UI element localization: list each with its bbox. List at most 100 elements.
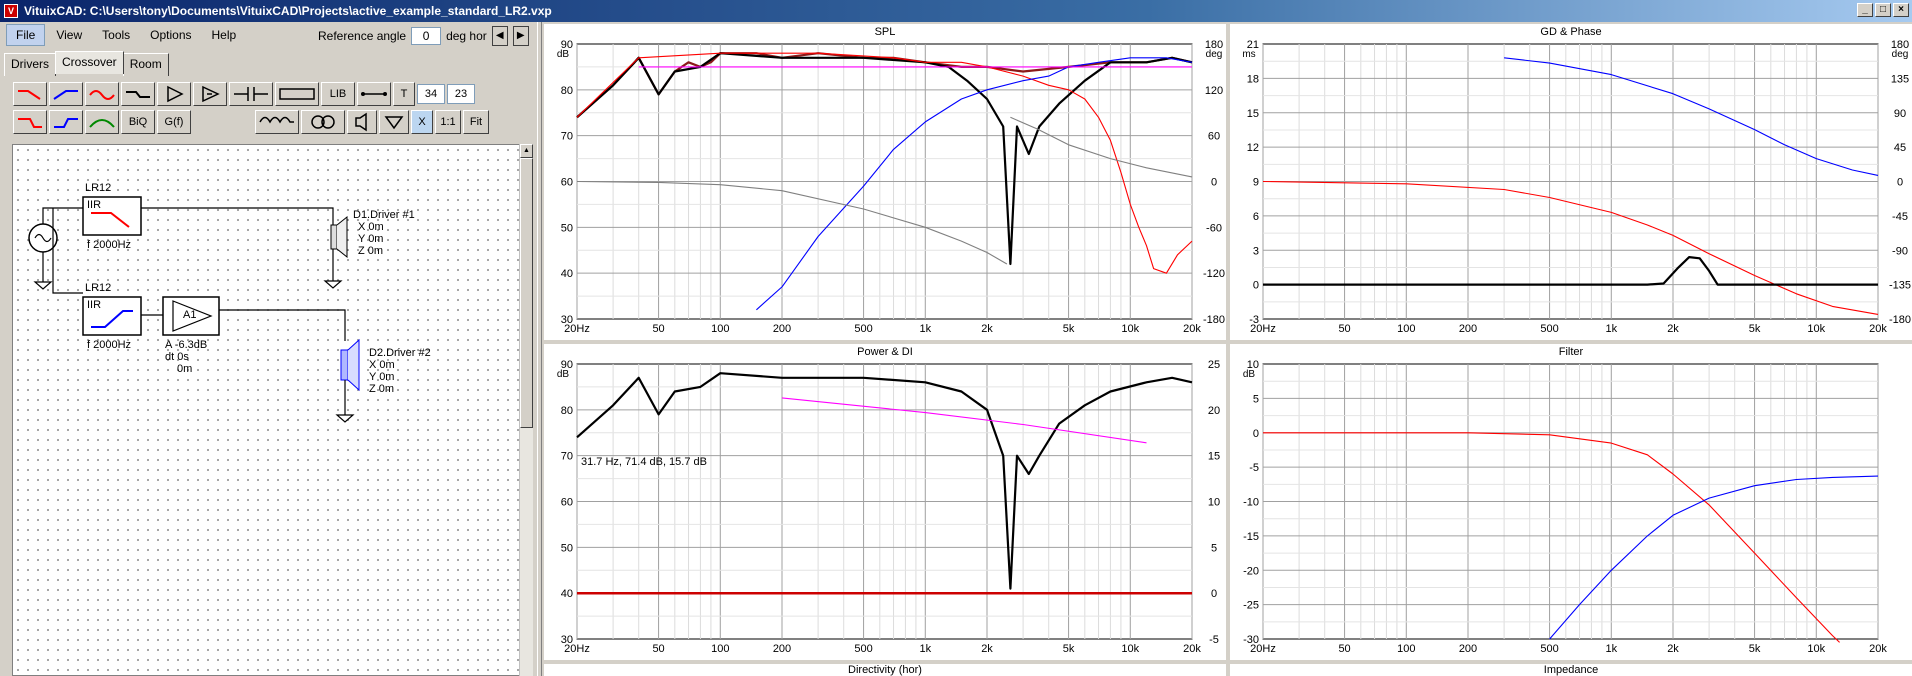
menu-view[interactable]: View <box>56 28 83 42</box>
lr12-bottom-label: LR12 <box>85 282 112 294</box>
biquad-button[interactable]: BiQ <box>121 110 155 134</box>
y-tick-left: 15 <box>1247 108 1259 120</box>
schematic-wires <box>28 196 360 423</box>
filter-graph[interactable]: Filter 10 5 0 -5 -10 -15 -20 -25 -30 dB 20Hz 50 100 2… <box>1230 344 1912 660</box>
panel-divider[interactable] <box>537 22 542 676</box>
filter-title: Filter <box>1558 346 1584 358</box>
inductor-icon[interactable] <box>255 110 299 134</box>
highpass-2-icon[interactable] <box>49 110 83 134</box>
spl-plot: 90 80 70 60 50 40 30 180 120 60 0 -60 -120 -180 dB deg 2… <box>557 39 1225 335</box>
directivity-title: Directivity (hor) <box>848 664 922 676</box>
library-button[interactable]: LIB <box>321 82 355 106</box>
tab-strip: Drivers Crossover Room <box>4 51 169 76</box>
spl-title: SPL <box>874 26 896 38</box>
x-tick: 5k <box>1749 323 1761 335</box>
y-tick-left: 30 <box>561 634 573 646</box>
power-di-graph[interactable]: Power & DI 90 80 70 60 50 40 30 25 20 15 10 5 0 -5 dB 2… <box>544 344 1226 660</box>
scroll-thumb[interactable] <box>520 158 533 428</box>
menu-bar: File View Tools Options Help <box>0 22 540 48</box>
angle-next-button[interactable]: ▶ <box>512 26 529 46</box>
y-tick-left: -5 <box>1249 462 1259 474</box>
text-button[interactable]: T <box>393 82 415 106</box>
menu-file[interactable]: File <box>6 24 46 46</box>
y-tick-right: 120 <box>1205 85 1223 97</box>
close-button[interactable]: × <box>1893 3 1909 17</box>
lr12-highpass-block <box>82 296 142 336</box>
power-series-1 <box>781 397 1147 444</box>
peak-filter-icon[interactable] <box>85 82 119 106</box>
driver2-name: D2.Driver #2 <box>369 347 431 359</box>
spl-graph[interactable]: SPL 90 80 70 60 50 40 30 180 120 60 0 -60 -120 -180 dB… <box>544 24 1226 340</box>
scroll-up-icon[interactable]: ▲ <box>520 144 533 158</box>
amplifier-icon[interactable] <box>193 82 227 106</box>
schematic-scrollbar[interactable]: ▲ <box>519 144 533 676</box>
menu-tools[interactable]: Tools <box>102 28 131 42</box>
x-tick: 100 <box>711 643 729 655</box>
maximize-button[interactable]: □ <box>1875 3 1891 17</box>
lowpass-1-icon[interactable] <box>13 82 47 106</box>
minimize-button[interactable]: _ <box>1857 3 1873 17</box>
gd-series-2 <box>1263 256 1878 286</box>
zoom-1-to-1-button[interactable]: 1:1 <box>435 110 461 134</box>
x-tick: 50 <box>1338 323 1350 335</box>
y-tick-right: 90 <box>1894 108 1906 120</box>
x-tick: 20k <box>1869 323 1887 335</box>
driver1-icon <box>330 224 338 250</box>
x-tick: 5k <box>1749 643 1761 655</box>
x-tick: 20k <box>1183 643 1201 655</box>
y-tick-right: 0 <box>1211 177 1217 189</box>
y-tick-left: 3 <box>1253 245 1259 257</box>
spl-series-2 <box>576 52 1193 274</box>
capacitor-icon[interactable] <box>229 82 273 106</box>
resistor-icon[interactable] <box>275 82 319 106</box>
grid-width-input[interactable]: 34 <box>417 84 445 104</box>
highpass-1-icon[interactable] <box>49 82 83 106</box>
x-tick: 5k <box>1063 643 1075 655</box>
wire-icon[interactable] <box>357 82 391 106</box>
amp-distance-label: 0m <box>177 363 193 375</box>
transformer-icon[interactable] <box>301 110 345 134</box>
y-tick-right: 10 <box>1208 497 1220 509</box>
grid-height-input[interactable]: 23 <box>447 84 475 104</box>
impedance-graph[interactable]: Impedance <box>1230 664 1912 676</box>
gd-phase-title: GD & Phase <box>1540 26 1602 38</box>
y-tick-left: 60 <box>561 497 573 509</box>
y-tick-left: -10 <box>1243 497 1259 509</box>
menu-help[interactable]: Help <box>211 28 237 42</box>
angle-prev-button[interactable]: ◀ <box>491 26 508 46</box>
impedance-title: Impedance <box>1543 664 1599 676</box>
x-button[interactable]: X <box>411 110 433 134</box>
tab-crossover[interactable]: Crossover <box>55 51 124 74</box>
directivity-graph[interactable]: Directivity (hor) <box>544 664 1226 676</box>
x-tick: 100 <box>1397 643 1415 655</box>
tab-room[interactable]: Room <box>122 53 169 76</box>
y-tick-left: 6 <box>1253 211 1259 223</box>
x-tick: 20Hz <box>564 643 590 655</box>
bandpass-icon[interactable] <box>85 110 119 134</box>
freq-top-label: f 2000Hz <box>87 239 132 251</box>
lowpass-2-icon[interactable] <box>13 110 47 134</box>
gd-phase-graph[interactable]: GD & Phase 21 18 15 12 9 6 3 0 -3 180 135 90 45 0 -45 -… <box>1230 24 1912 340</box>
y-tick-left: 90 <box>561 359 573 371</box>
zoom-fit-button[interactable]: Fit <box>463 110 489 134</box>
buffer-icon[interactable] <box>157 82 191 106</box>
reference-angle-input[interactable]: 0 <box>411 27 442 45</box>
driver2-icon <box>340 349 349 381</box>
shelf-filter-icon[interactable] <box>121 82 155 106</box>
driver-icon[interactable] <box>347 110 377 134</box>
gd-plot: 21 18 15 12 9 6 3 0 -3 180 135 90 45 0 -45 -90 -135 -180 m… <box>1242 39 1911 335</box>
ground-icon[interactable] <box>379 110 409 134</box>
y-tick-left: 80 <box>561 405 573 417</box>
menu-options[interactable]: Options <box>150 28 192 42</box>
y-tick-right: -60 <box>1206 222 1222 234</box>
reference-angle-group: Reference angle 0 deg hor ◀ ▶ <box>318 26 529 46</box>
tab-drivers[interactable]: Drivers <box>4 53 56 76</box>
x-tick: 10k <box>1121 323 1139 335</box>
y-tick-left: 40 <box>561 588 573 600</box>
schematic-canvas[interactable]: LR12 IIR f 2000Hz LR12 IIR f 2000Hz A1 A… <box>12 144 522 676</box>
gd-series-0 <box>1504 57 1879 176</box>
gain-function-button[interactable]: G(f) <box>157 110 191 134</box>
title-bar: V VituixCAD: C:\Users\tony\Documents\Vit… <box>0 0 1912 22</box>
x-tick: 500 <box>854 643 872 655</box>
iir-top-label: IIR <box>87 199 102 211</box>
